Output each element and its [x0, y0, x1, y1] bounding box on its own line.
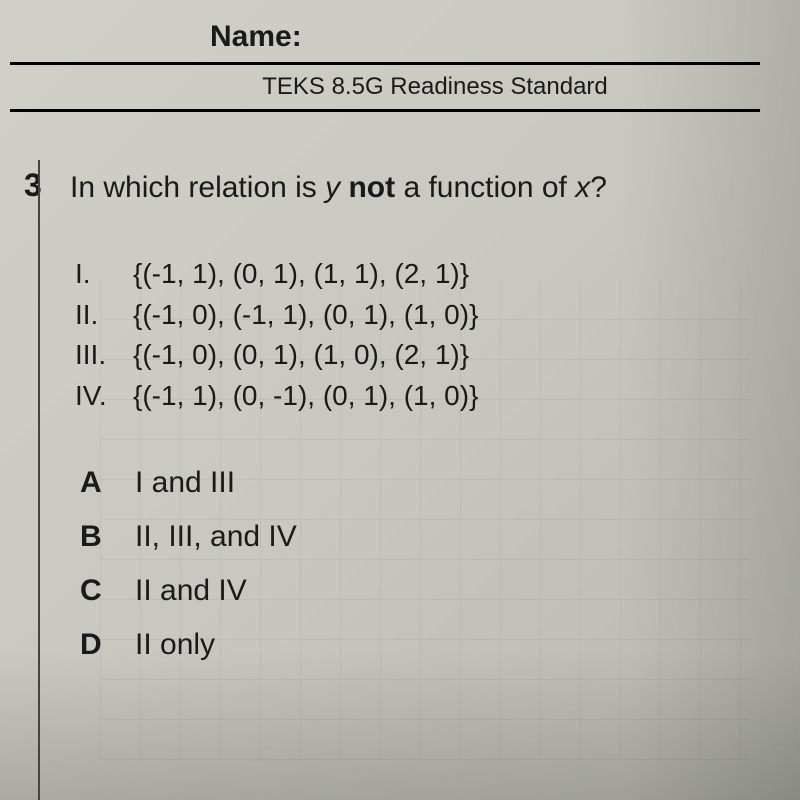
relation-set: {(-1, 0), (-1, 1), (0, 1), (1, 0)} — [133, 295, 478, 336]
left-margin-line — [38, 160, 40, 800]
qtext-not: not — [348, 171, 395, 204]
answer-text: II and IV — [135, 564, 247, 618]
roman-numeral: I. — [75, 254, 133, 295]
name-header: Name: — [10, 20, 760, 65]
relation-row: II. {(-1, 0), (-1, 1), (0, 1), (1, 0)} — [75, 295, 740, 336]
relation-set: {(-1, 0), (0, 1), (1, 0), (2, 1)} — [133, 335, 469, 376]
question-content: In which relation is y not a function of… — [70, 167, 760, 672]
roman-numeral: III. — [75, 335, 133, 376]
qtext-x: x — [575, 171, 590, 204]
relation-set: {(-1, 1), (0, 1), (1, 1), (2, 1)} — [133, 254, 469, 295]
question-text: In which relation is y not a function of… — [70, 167, 740, 209]
answers-list: A I and III B II, III, and IV C II and I… — [70, 456, 740, 672]
qtext-part1: In which relation is — [70, 171, 325, 204]
answer-text: II, III, and IV — [135, 510, 297, 564]
answer-letter: B — [80, 510, 135, 564]
standard-text: TEKS 8.5G Readiness Standard — [262, 73, 608, 100]
question-area: 3 In which relation is y not a function … — [10, 167, 760, 672]
answer-row: C II and IV — [80, 564, 740, 618]
roman-numeral: IV. — [75, 376, 133, 417]
answer-letter: D — [80, 618, 135, 672]
worksheet-page: Name: TEKS 8.5G Readiness Standard 3 In … — [0, 0, 800, 692]
qtext-part3: a function of — [395, 171, 575, 204]
relations-list: I. {(-1, 1), (0, 1), (1, 1), (2, 1)} II.… — [70, 254, 740, 416]
answer-row: B II, III, and IV — [80, 510, 740, 564]
question-number: 3 — [10, 167, 70, 204]
qtext-y: y — [325, 171, 340, 204]
answer-text: I and III — [135, 456, 235, 510]
standard-line: TEKS 8.5G Readiness Standard — [10, 65, 760, 112]
name-label: Name: — [210, 20, 302, 53]
relation-row: III. {(-1, 0), (0, 1), (1, 0), (2, 1)} — [75, 335, 740, 376]
answer-row: A I and III — [80, 456, 740, 510]
answer-letter: C — [80, 564, 135, 618]
relation-row: IV. {(-1, 1), (0, -1), (0, 1), (1, 0)} — [75, 376, 740, 417]
answer-letter: A — [80, 456, 135, 510]
relation-set: {(-1, 1), (0, -1), (0, 1), (1, 0)} — [133, 376, 478, 417]
answer-row: D II only — [80, 618, 740, 672]
relation-row: I. {(-1, 1), (0, 1), (1, 1), (2, 1)} — [75, 254, 740, 295]
roman-numeral: II. — [75, 295, 133, 336]
qtext-part4: ? — [590, 171, 607, 204]
answer-text: II only — [135, 618, 215, 672]
